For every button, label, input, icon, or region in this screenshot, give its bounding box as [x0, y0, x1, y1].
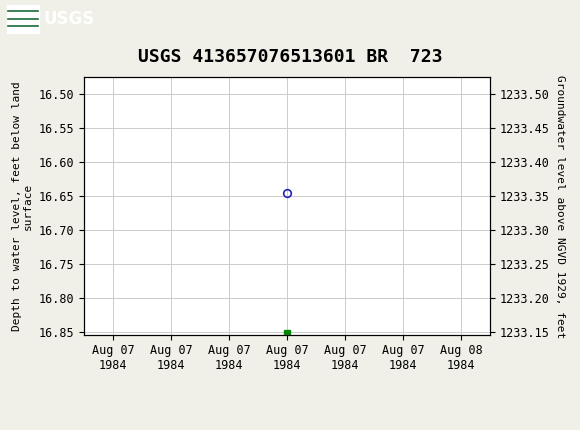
Text: USGS: USGS [44, 10, 95, 28]
Text: USGS 413657076513601 BR  723: USGS 413657076513601 BR 723 [138, 48, 442, 66]
FancyBboxPatch shape [7, 5, 39, 33]
Y-axis label: Groundwater level above NGVD 1929, feet: Groundwater level above NGVD 1929, feet [555, 75, 566, 338]
Y-axis label: Depth to water level, feet below land
surface: Depth to water level, feet below land su… [12, 82, 33, 331]
